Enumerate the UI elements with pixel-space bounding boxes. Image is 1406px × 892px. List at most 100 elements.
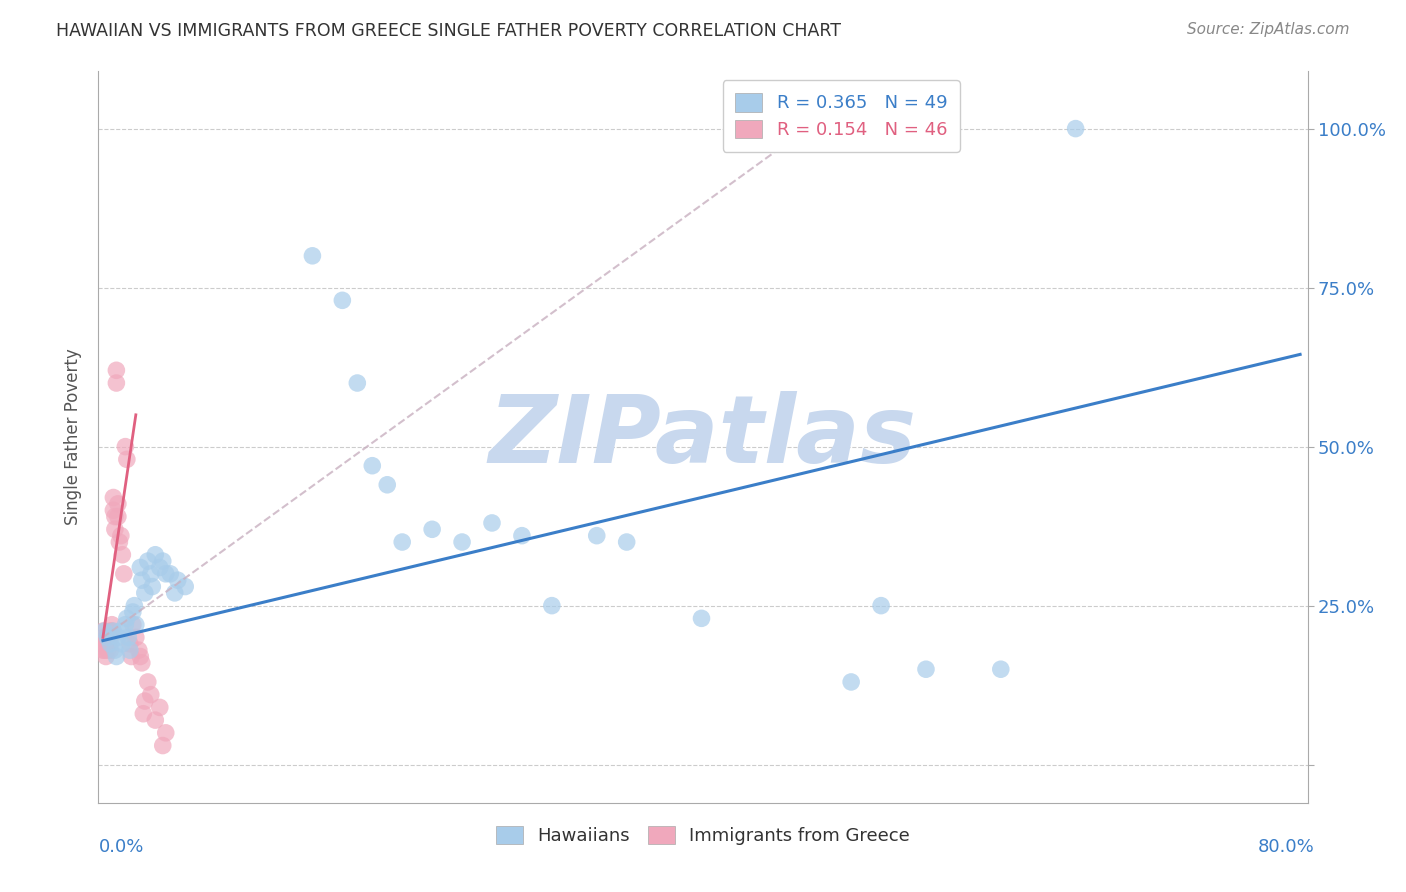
Point [125, 631, 148, 645]
Point [110, 624, 132, 638]
Point [143, 713, 166, 727]
Point [96, 643, 118, 657]
Text: 80.0%: 80.0% [1258, 838, 1315, 856]
Point [94, 649, 117, 664]
Point [107, 497, 129, 511]
Point [97, 637, 120, 651]
Point [131, 573, 153, 587]
Point [114, 440, 136, 454]
Point [136, 675, 159, 690]
Point [97, 631, 120, 645]
Point [103, 624, 125, 638]
Point [105, 363, 128, 377]
Point [104, 509, 127, 524]
Point [166, 573, 188, 587]
Point [136, 554, 159, 568]
Point [91, 643, 114, 657]
Point [111, 637, 134, 651]
Point [391, 535, 413, 549]
Point [96, 631, 118, 645]
Point [134, 694, 156, 708]
Point [120, 649, 142, 664]
Point [139, 566, 162, 581]
Point [105, 649, 128, 664]
Point [93, 643, 115, 657]
Point [104, 522, 127, 536]
Point [107, 631, 129, 645]
Point [93, 624, 115, 638]
Point [152, 739, 174, 753]
Point [143, 548, 166, 562]
Point [124, 599, 146, 613]
Point [163, 586, 186, 600]
Point [107, 509, 129, 524]
Point [115, 452, 138, 467]
Point [91, 637, 114, 651]
Point [155, 726, 177, 740]
Point [104, 643, 127, 657]
Point [100, 643, 122, 657]
Point [103, 503, 125, 517]
Text: 0.0%: 0.0% [98, 838, 143, 856]
Point [375, 477, 398, 491]
Point [96, 637, 118, 651]
Point [96, 631, 118, 645]
Point [101, 617, 124, 632]
Point [149, 700, 172, 714]
Point [100, 637, 122, 651]
Point [870, 599, 893, 613]
Point [152, 554, 174, 568]
Point [132, 706, 155, 721]
Point [616, 535, 638, 549]
Point [114, 617, 136, 632]
Point [101, 624, 124, 638]
Point [690, 611, 713, 625]
Point [540, 599, 562, 613]
Point [301, 249, 323, 263]
Point [139, 688, 162, 702]
Point [330, 293, 353, 308]
Point [149, 560, 172, 574]
Point [111, 548, 134, 562]
Point [159, 566, 181, 581]
Point [112, 566, 135, 581]
Point [129, 649, 152, 664]
Point [128, 643, 150, 657]
Point [481, 516, 503, 530]
Point [915, 662, 938, 676]
Point [131, 656, 153, 670]
Point [134, 586, 156, 600]
Point [174, 580, 197, 594]
Point [1064, 121, 1087, 136]
Point [100, 631, 122, 645]
Point [585, 529, 607, 543]
Point [117, 631, 139, 645]
Point [118, 637, 141, 651]
Point [121, 617, 143, 632]
Point [108, 535, 131, 549]
Point [121, 605, 143, 619]
Point [451, 535, 474, 549]
Point [103, 491, 125, 505]
Point [155, 566, 177, 581]
Point [510, 529, 533, 543]
Point [420, 522, 443, 536]
Point [141, 580, 163, 594]
Point [118, 643, 141, 657]
Point [125, 617, 148, 632]
Point [100, 624, 122, 638]
Point [990, 662, 1012, 676]
Point [91, 624, 114, 638]
Point [94, 637, 117, 651]
Point [115, 611, 138, 625]
Text: Source: ZipAtlas.com: Source: ZipAtlas.com [1187, 22, 1350, 37]
Text: ZIPatlas: ZIPatlas [489, 391, 917, 483]
Point [93, 631, 115, 645]
Y-axis label: Single Father Poverty: Single Father Poverty [65, 349, 83, 525]
Point [129, 560, 152, 574]
Point [361, 458, 384, 473]
Legend: Hawaiians, Immigrants from Greece: Hawaiians, Immigrants from Greece [488, 819, 918, 852]
Text: HAWAIIAN VS IMMIGRANTS FROM GREECE SINGLE FATHER POVERTY CORRELATION CHART: HAWAIIAN VS IMMIGRANTS FROM GREECE SINGL… [56, 22, 841, 40]
Point [105, 376, 128, 390]
Point [346, 376, 368, 390]
